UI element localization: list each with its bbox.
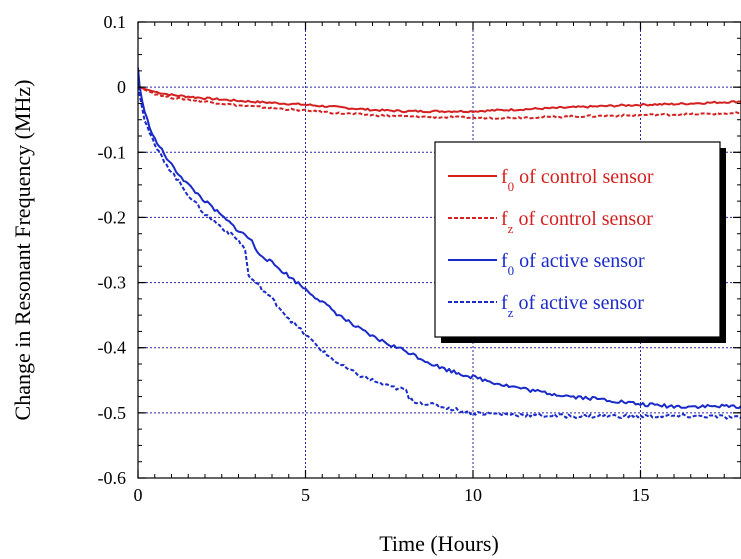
x-axis-title: Time (Hours) [379,531,499,556]
legend-label-text: of control sensor [514,166,654,188]
x-tick-label: 15 [632,485,650,505]
legend-label-subscript: 0 [508,263,515,278]
y-tick-label: 0 [117,77,126,97]
series-group [138,67,741,420]
series-line [138,67,741,410]
ticks [137,21,741,479]
legend-label-text: of active sensor [513,292,644,314]
series-line [138,86,741,114]
legend-label-subscript: z [508,221,514,236]
tick-labels: 0 5 10 15 0.1 0 -0.1 -0.2 -0.3 -0.4 -0.5 -0.6 [98,12,650,505]
y-tick-label: -0.5 [98,403,127,423]
y-tick-label: -0.6 [98,468,127,488]
legend-label-text: of control sensor [513,208,653,230]
x-tick-label: 5 [301,485,310,505]
plot-frame [137,21,741,479]
y-tick-label: -0.3 [98,273,127,293]
y-tick-label: -0.2 [98,207,127,227]
x-tick-label: 0 [134,485,143,505]
series-line [138,86,741,120]
y-axis-title: Change in Resonant Frequency (MHz) [10,80,35,421]
y-tick-label: -0.1 [98,142,127,162]
legend-box [434,141,721,338]
y-tick-label: -0.4 [98,338,127,358]
legend-label-subscript: 0 [508,179,515,194]
x-tick-label: 10 [464,485,482,505]
legend-label-subscript: z [508,305,514,320]
y-tick-label: 0.1 [104,12,127,32]
legend-label-text: of active sensor [514,250,645,272]
